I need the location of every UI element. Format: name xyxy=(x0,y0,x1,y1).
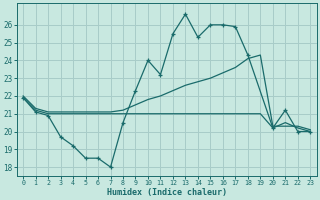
X-axis label: Humidex (Indice chaleur): Humidex (Indice chaleur) xyxy=(107,188,227,197)
